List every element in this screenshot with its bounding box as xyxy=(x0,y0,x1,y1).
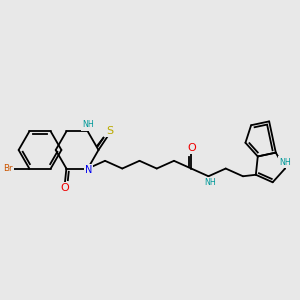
Text: NH: NH xyxy=(279,158,291,166)
Text: N: N xyxy=(85,165,92,175)
Text: S: S xyxy=(106,126,113,136)
Text: Br: Br xyxy=(3,164,13,173)
Text: NH: NH xyxy=(204,178,215,187)
Text: NH: NH xyxy=(82,120,94,129)
Text: O: O xyxy=(187,143,196,153)
Text: O: O xyxy=(60,183,69,193)
